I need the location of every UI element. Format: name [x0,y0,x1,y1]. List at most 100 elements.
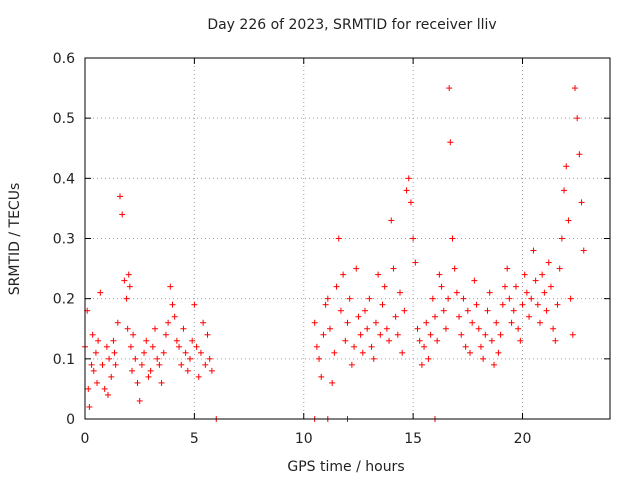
data-point [368,343,375,350]
data-point [429,295,436,302]
data-point [353,265,360,272]
y-axis-label: SRMTID / TECUs [7,183,23,296]
data-point [517,337,524,344]
data-point [158,379,165,386]
data-point [86,403,93,410]
data-point [89,331,96,338]
data-point [464,307,471,314]
data-point [388,217,395,224]
data-point [173,337,180,344]
data-point [147,367,154,374]
data-point [193,343,200,350]
data-point [171,313,178,320]
data-point [318,373,325,380]
data-point [442,325,449,332]
data-point [132,355,139,362]
data-point [206,355,213,362]
x-tick-label: 20 [514,431,532,447]
data-point [397,289,403,296]
data-point [416,337,423,344]
data-point [372,319,379,326]
data-point [359,349,366,356]
data-point [563,163,570,170]
data-point [357,331,364,338]
y-tick-label: 0 [66,412,75,428]
data-point [477,343,484,350]
data-point [121,277,128,284]
data-point [126,283,133,290]
data-point [313,343,320,350]
data-point [486,289,493,296]
data-point [482,331,489,338]
data-point [480,355,487,362]
data-point [110,337,117,344]
data-point [143,337,150,344]
x-axis-label: GPS time / hours [287,459,404,475]
data-point [495,349,502,356]
data-point [390,265,397,272]
data-point [445,295,452,302]
data-point [101,385,108,392]
data-point [383,325,390,332]
data-point [112,361,119,368]
data-point [558,235,565,242]
data-point [403,187,410,194]
data-point [169,301,176,308]
data-point [134,379,141,386]
data-point [554,301,561,308]
data-point [195,373,202,380]
data-point [502,283,508,290]
y-tick-label: 0.6 [53,51,75,67]
data-point [329,379,336,386]
data-point [340,271,347,278]
data-point [162,331,169,338]
x-tick-label: 0 [81,431,90,447]
data-point [405,175,412,182]
data-point [152,325,158,332]
data-point [123,295,130,302]
data-point [432,313,438,320]
data-point [399,349,406,356]
data-point [556,265,563,272]
x-tick-label: 5 [190,431,199,447]
data-point [519,301,526,308]
data-point [111,349,118,356]
data-point [499,301,506,308]
data-point [99,361,106,368]
data-point [85,385,92,392]
data-point [543,307,550,314]
data-point [167,283,174,290]
data-point [381,283,388,290]
data-point [106,355,113,362]
data-point [370,355,377,362]
data-point [537,319,543,326]
data-point [484,307,491,314]
chart-title: Day 226 of 2023, SRMTID for receiver lli… [207,17,496,33]
data-point [117,193,123,200]
data-point [335,235,342,242]
data-point [104,391,111,398]
data-point [534,301,541,308]
data-point [475,325,482,332]
y-tick-label: 0.3 [53,232,75,248]
data-point [410,235,417,242]
data-point [176,343,183,350]
data-point [460,295,467,302]
data-point [322,301,329,308]
data-point [149,343,156,350]
data-point [436,271,443,278]
data-point [510,307,517,314]
data-point [141,349,148,356]
data-point [462,343,469,350]
data-point [438,283,445,290]
data-point [434,337,441,344]
y-tick-label: 0.1 [53,352,75,368]
data-point [453,289,460,296]
data-point [94,379,101,386]
data-point [550,325,557,332]
data-point [324,295,331,302]
data-point [407,199,414,206]
data-point [97,289,104,296]
data-point [578,199,585,206]
